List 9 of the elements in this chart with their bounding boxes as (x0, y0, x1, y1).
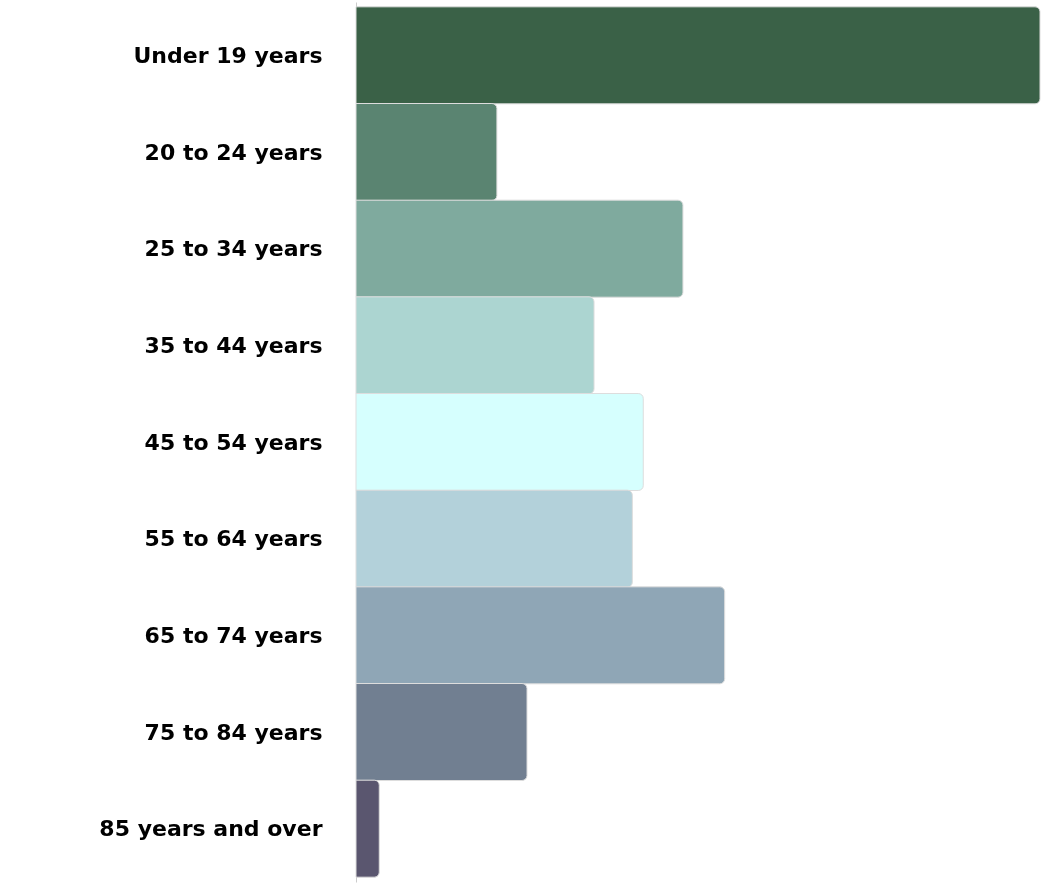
y-tick-label: Under 19 years (133, 42, 323, 68)
y-tick-label: 25 to 34 years (144, 236, 323, 262)
y-tick-label: 85 years and over (99, 816, 323, 842)
y-tick-label: 75 to 84 years (144, 719, 323, 745)
y-tick-label: 20 to 24 years (144, 139, 323, 165)
y-tick-label: 35 to 44 years (144, 332, 323, 358)
y-tick-label: 45 to 54 years (144, 429, 323, 455)
y-tick-label: 55 to 64 years (144, 526, 323, 552)
y-tick-label: 65 to 74 years (144, 622, 323, 648)
